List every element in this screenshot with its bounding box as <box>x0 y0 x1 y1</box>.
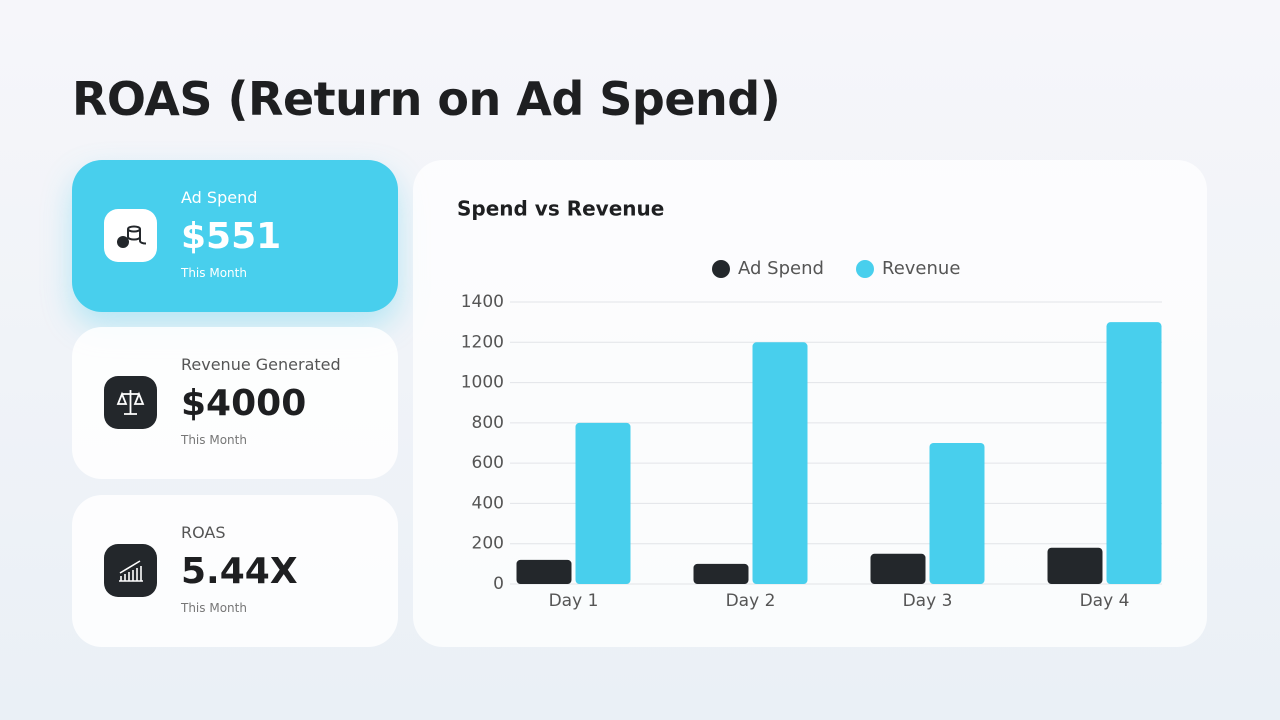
kpi-value: 5.44X <box>181 551 298 592</box>
kpi-note: This Month <box>181 266 247 280</box>
legend-marker <box>712 260 730 278</box>
y-tick-label: 1400 <box>461 292 504 312</box>
bar <box>693 563 749 584</box>
bar <box>575 422 631 584</box>
icon <box>104 209 157 262</box>
kpi-label: Revenue Generated <box>181 355 341 374</box>
legend-label: Revenue <box>882 258 960 279</box>
kpi-value: $4000 <box>181 383 307 424</box>
x-tick-label: Day 2 <box>726 591 776 611</box>
chart: Spend vs Revenue 0 200 400 600 800 1000 1200 14… <box>457 197 1162 611</box>
y-tick-label: 400 <box>472 493 504 513</box>
y-tick-label: 200 <box>472 534 504 554</box>
kpi-card: ROAS 5.44X This Month <box>72 495 398 647</box>
bar <box>1047 547 1103 584</box>
y-tick-label: 600 <box>472 453 504 473</box>
legend-marker <box>856 260 874 278</box>
page-title: ROAS (Return on Ad Spend) <box>72 72 781 126</box>
kpi-label: Ad Spend <box>181 188 258 207</box>
x-tick-label: Day 4 <box>1080 591 1130 611</box>
kpi-value: $551 <box>181 216 282 257</box>
y-tick-label: 0 <box>493 574 504 594</box>
kpi-card: Revenue Generated $4000 This Month <box>72 327 398 479</box>
kpi-card: Ad Spend $551 This Month <box>72 160 398 312</box>
icon <box>104 544 157 597</box>
chart-title: Spend vs Revenue <box>457 197 664 221</box>
kpi-note: This Month <box>181 433 247 447</box>
kpi-label: ROAS <box>181 523 226 542</box>
bar <box>1106 322 1162 584</box>
bar <box>516 559 572 584</box>
y-tick-label: 1200 <box>461 332 504 352</box>
bar <box>752 342 808 584</box>
kpi-note: This Month <box>181 601 247 615</box>
y-tick-label: 1000 <box>461 373 504 393</box>
legend-label: Ad Spend <box>738 258 824 279</box>
icon <box>104 376 157 429</box>
x-tick-label: Day 1 <box>549 591 599 611</box>
x-tick-label: Day 3 <box>903 591 953 611</box>
bar <box>929 443 985 584</box>
y-tick-label: 800 <box>472 413 504 433</box>
chart-panel: Spend vs Revenue 0 200 400 600 800 1000 1200 14… <box>413 160 1207 647</box>
bar <box>870 553 926 584</box>
